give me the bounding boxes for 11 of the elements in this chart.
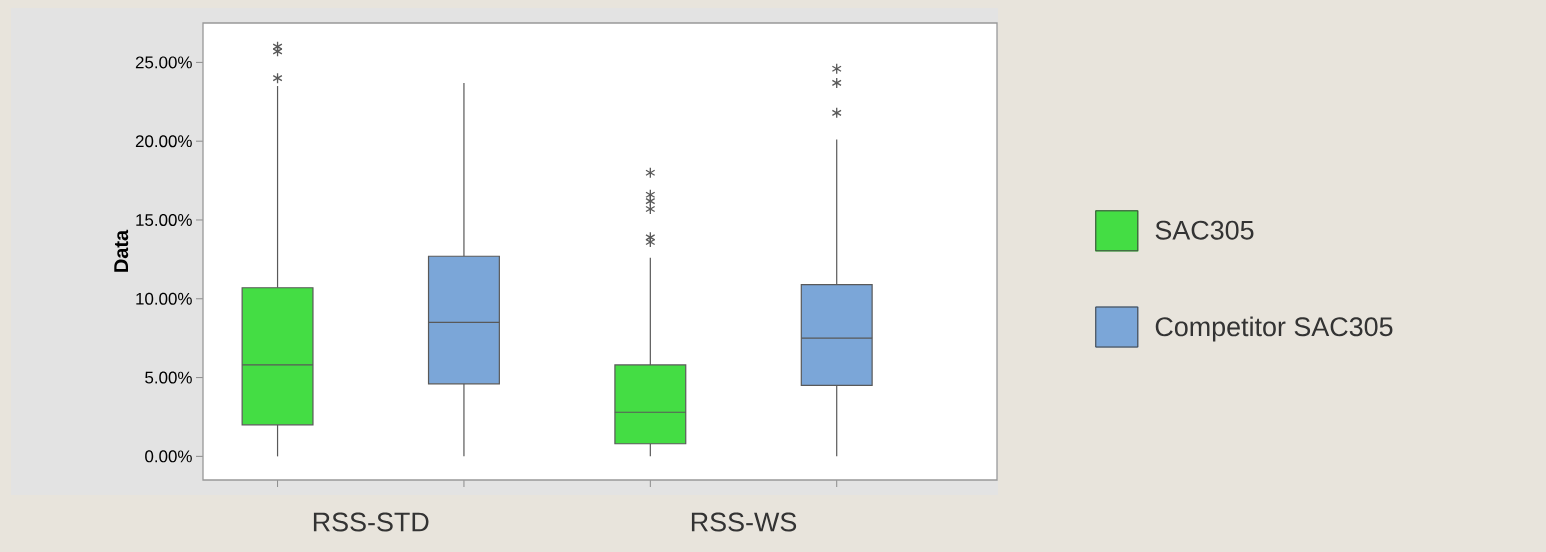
y-axis-title: Data [114,229,129,272]
y-tick-label: 20.00% [135,135,192,148]
legend-label: Competitor SAC305 [1155,316,1393,342]
y-tick-label: 15.00% [136,213,192,226]
x-tick-label: RSS-WS [691,512,797,532]
y-tick-label: 10.00% [136,292,192,305]
x-tick-label: RSS-STD [313,512,429,532]
legend-label: SAC305 [1155,220,1254,240]
y-tick-label: 0.00% [145,450,192,463]
y-tick-label: 5.00% [145,371,192,384]
y-tick-label: 25.00% [135,56,192,69]
